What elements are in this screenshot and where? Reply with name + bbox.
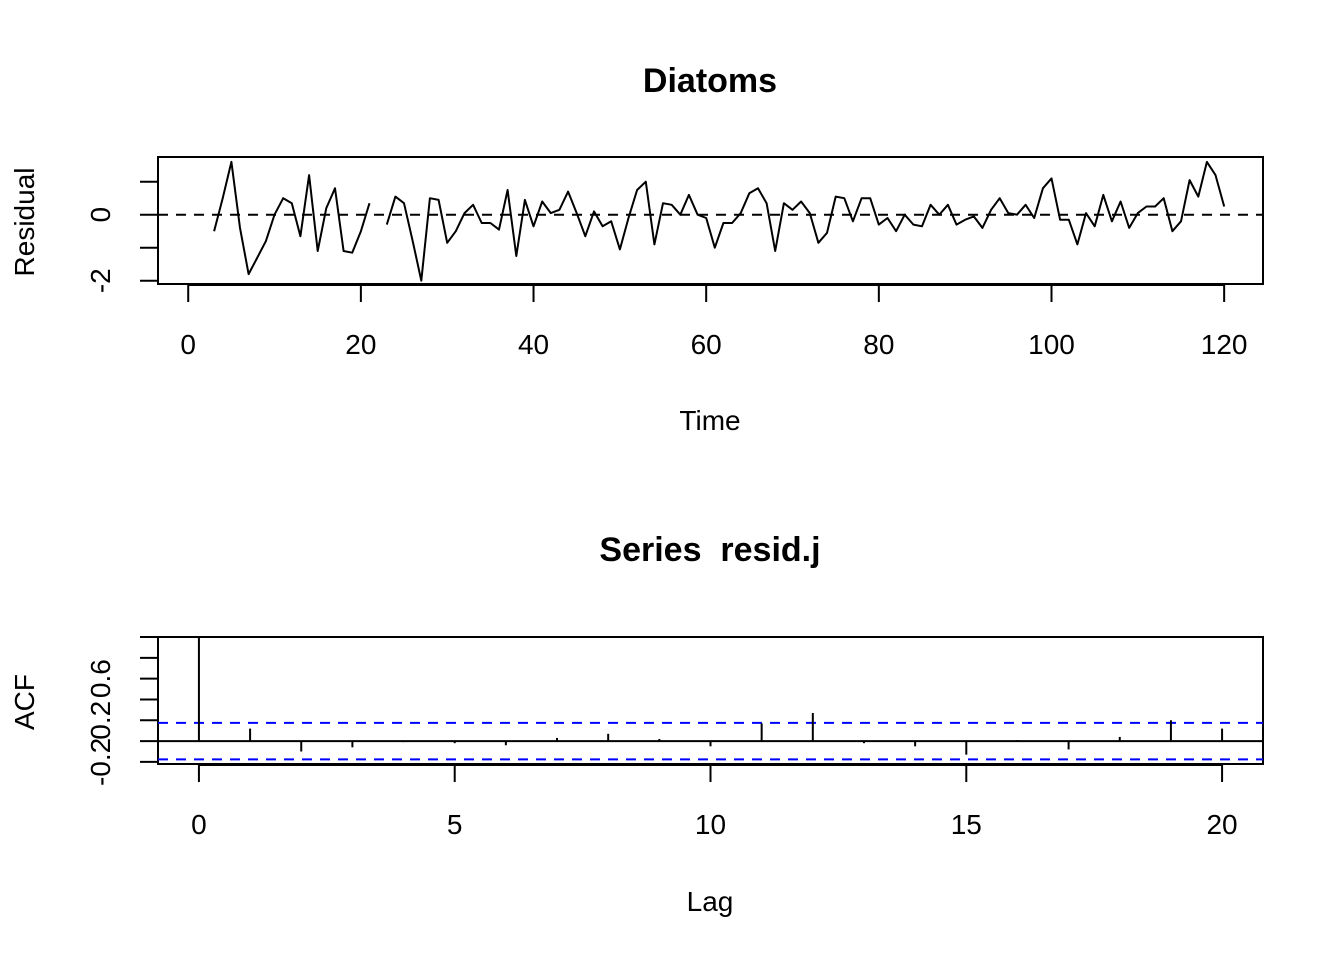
acf-plot-axes: 0 5 10 15 20 -0.20.20.6 — [85, 636, 1238, 840]
acf-plot-xlabel: Lag — [687, 886, 734, 917]
acf-x-tick-label: 20 — [1206, 809, 1237, 840]
acf-x-tick-label: 15 — [951, 809, 982, 840]
acf-x-tick-label: 0 — [191, 809, 207, 840]
acf-x-tick-label: 5 — [447, 809, 463, 840]
residual-y-tick-label: 0 — [85, 207, 116, 223]
residual-x-tick-label: 80 — [863, 329, 894, 360]
residual-x-tick-label: 100 — [1028, 329, 1075, 360]
acf-plot-ylabel: ACF — [9, 674, 40, 730]
residual-plot-panel: Diatoms Time Residual 0 20 40 60 80 100 120 -2 0 — [9, 62, 1264, 436]
residual-plot-marks — [158, 160, 1263, 282]
residual-plot-axes: 0 20 40 60 80 100 120 -2 0 — [85, 180, 1248, 360]
residual-series-line-segment-0 — [213, 160, 371, 276]
residual-series-line-segment-1 — [385, 160, 1226, 282]
residual-plot-xlabel: Time — [679, 405, 740, 436]
acf-plot-title: Series resid.j — [599, 531, 820, 569]
acf-plot-panel: Series resid.j Lag ACF 0 5 10 15 20 -0.20.20.… — [9, 531, 1264, 917]
residual-x-tick-label: 0 — [180, 329, 196, 360]
acf-y-tick-label: 0.2 — [85, 701, 116, 740]
residual-plot-ylabel: Residual — [9, 168, 40, 277]
acf-plot-marks — [158, 637, 1263, 761]
acf-y-tick-label: 0.6 — [85, 659, 116, 698]
residual-plot-title: Diatoms — [643, 62, 777, 100]
residual-x-tick-label: 120 — [1201, 329, 1248, 360]
residual-x-tick-label: 40 — [518, 329, 549, 360]
residual-x-tick-label: 20 — [345, 329, 376, 360]
residual-y-tick-label: -2 — [85, 268, 116, 293]
acf-x-tick-label: 10 — [695, 809, 726, 840]
acf-y-tick-label: -0.2 — [85, 738, 116, 786]
residual-x-tick-label: 60 — [691, 329, 722, 360]
